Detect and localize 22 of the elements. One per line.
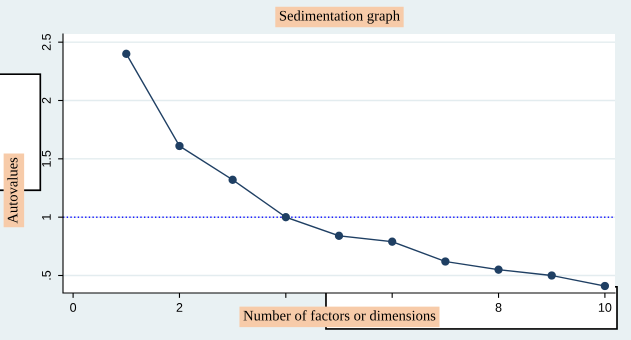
point: [334, 232, 344, 240]
x-axis-title: Number of factors or dimensions: [244, 310, 436, 321]
x-tick-label: 0: [70, 303, 76, 312]
point: [388, 238, 396, 246]
x-tick-label: 8: [496, 303, 502, 312]
point: [175, 142, 184, 150]
point: [122, 50, 130, 58]
y-tick-label: 1.5: [42, 150, 51, 167]
point: [600, 282, 610, 290]
x-tick-label: 2: [176, 303, 182, 312]
point: [494, 266, 503, 274]
point: [441, 257, 450, 266]
y-axis-title: Autovalues: [7, 158, 18, 224]
x-tick-label: 10: [598, 303, 612, 312]
y-tick-label: 1: [42, 214, 51, 220]
y-tick-label: 2: [42, 98, 51, 104]
y-tick-label: 2.5: [42, 34, 51, 50]
y-tick-label: .5: [42, 270, 51, 280]
point: [548, 271, 556, 280]
point: [228, 176, 237, 184]
chart-title: Sedimentation graph: [280, 10, 400, 24]
point: [282, 213, 290, 222]
